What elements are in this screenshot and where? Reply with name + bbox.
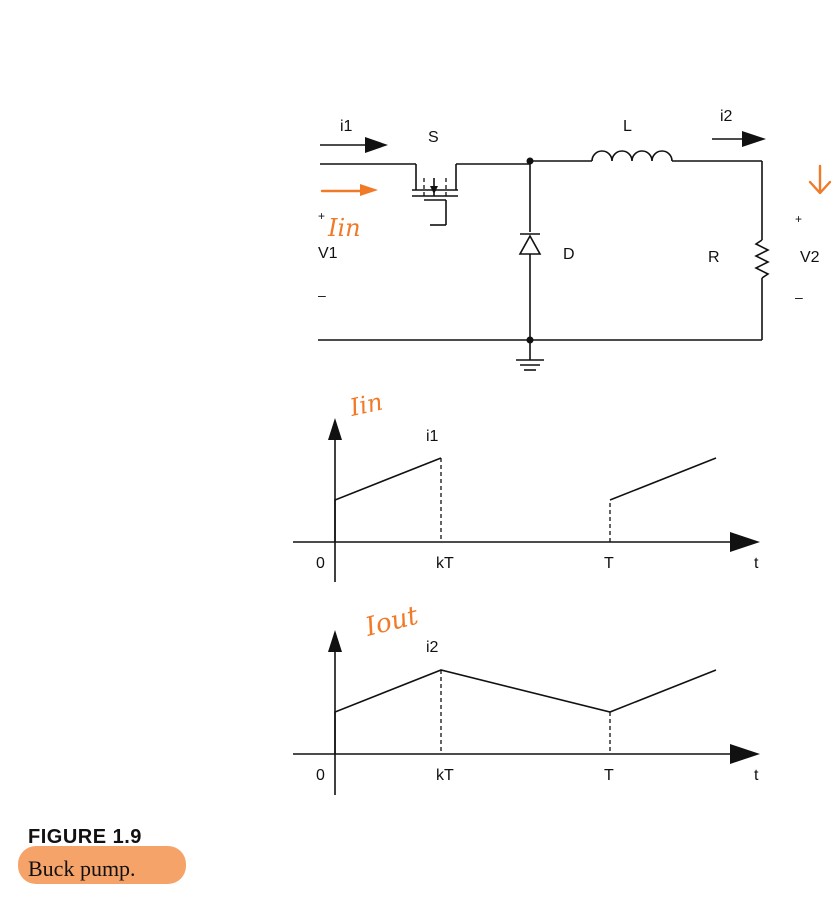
v2-plus: + [795,212,802,226]
i1-ramp-1 [334,457,442,542]
iout-waveform-annotation: Iout [361,601,421,643]
i2-triangle-wave [334,669,717,754]
i2-signal-label: i2 [426,639,439,656]
i1-arrow-head [365,137,388,153]
t-axis-label: t [754,767,759,784]
origin-label: 0 [316,767,325,784]
v1-plus: + [318,209,325,223]
i1-label: i1 [340,118,353,135]
caption-highlight [18,846,186,884]
inductor-label: L [623,118,632,135]
mosfet-switch [412,164,458,226]
figure-caption: Buck pump. [28,856,136,881]
inductor-symbol [591,150,673,162]
waveform-in: 0 kT T t i1 Iin [293,388,760,582]
circuit: i1 S L i2 [318,108,832,371]
t-axis-label: t [754,555,759,572]
resistor-label: R [708,249,720,266]
output-arrow-annotation [808,164,832,195]
kt-tick-label: kT [436,767,454,784]
y-axis-arrow [328,418,342,440]
v2-minus: – [795,289,803,305]
i2-arrow-head [742,131,766,147]
resistor-symbol [754,239,770,279]
switch-label: S [428,129,439,146]
y-axis-arrow [328,630,342,652]
i1-signal-label: i1 [426,428,439,445]
x-axis-arrow [730,744,760,764]
diode-label: D [563,246,575,263]
t-tick-label: T [604,767,614,784]
ground-icon [516,340,544,371]
origin-label: 0 [316,555,325,572]
v1-minus: – [318,287,326,303]
iin-handwritten-label: Iin [327,214,361,242]
diode-symbol [518,234,542,255]
v2-label: V2 [800,249,820,266]
x-axis-arrow [730,532,760,552]
iin-waveform-annotation: Iin [346,388,385,422]
i2-label: i2 [720,108,733,125]
figure-number: FIGURE 1.9 [28,826,142,848]
waveform-out: 0 kT T t i2 Iout [293,601,760,795]
kt-tick-label: kT [436,555,454,572]
v1-label: V1 [318,245,338,262]
i1-ramp-2 [609,457,717,501]
t-tick-label: T [604,555,614,572]
